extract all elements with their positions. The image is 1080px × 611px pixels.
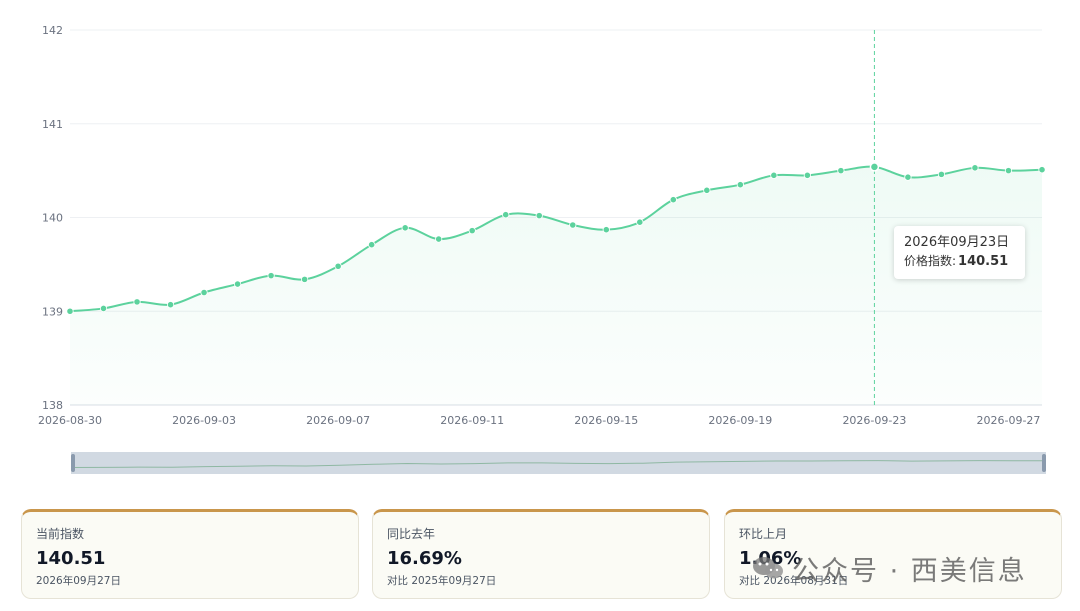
card-sub: 对比 2025年09月27日 bbox=[387, 575, 497, 587]
data-point bbox=[334, 262, 342, 270]
series-area bbox=[70, 166, 1042, 405]
data-point bbox=[66, 307, 74, 315]
watermark: 公众号 · 西美信息 bbox=[752, 548, 1052, 588]
price-index-chart: 138 139 140 141 142 2026-08-30 2026-09-03 2026… bbox=[38, 24, 1046, 427]
data-point bbox=[869, 162, 880, 172]
y-tick-label: 138 bbox=[42, 399, 63, 412]
data-point bbox=[233, 280, 242, 288]
data-point bbox=[703, 186, 711, 194]
data-point bbox=[200, 288, 208, 297]
data-point bbox=[166, 301, 175, 309]
slider-svg bbox=[70, 452, 1047, 474]
data-point bbox=[602, 226, 610, 234]
card-current-index: 当前指数 140.51 2026年09月27日 bbox=[21, 509, 359, 599]
x-tick-label: 2026-09-07 bbox=[306, 414, 370, 427]
tooltip-value: 140.51 bbox=[958, 254, 1009, 269]
wechat-icon bbox=[753, 557, 783, 579]
y-tick-label: 140 bbox=[42, 212, 63, 225]
data-point bbox=[99, 304, 108, 313]
data-zoom-slider[interactable] bbox=[70, 451, 1047, 475]
data-point bbox=[904, 173, 912, 181]
card-value: 16.69% bbox=[387, 548, 462, 569]
card-label: 同比去年 bbox=[387, 527, 436, 541]
data-point bbox=[669, 196, 677, 204]
data-point bbox=[569, 221, 577, 229]
data-point bbox=[736, 181, 744, 189]
slider-right-handle[interactable] bbox=[1042, 454, 1046, 472]
chart-tooltip: 2026年09月23日 价格指数: 140.51 bbox=[894, 226, 1025, 279]
data-point bbox=[301, 275, 309, 283]
data-point bbox=[1004, 167, 1013, 175]
data-point bbox=[1038, 166, 1046, 174]
card-label: 当前指数 bbox=[36, 527, 85, 541]
data-point bbox=[636, 218, 644, 226]
data-point bbox=[837, 167, 845, 175]
data-point bbox=[133, 298, 141, 306]
x-tick-label: 2026-09-19 bbox=[708, 414, 772, 427]
data-point bbox=[803, 171, 811, 179]
data-point bbox=[401, 224, 409, 232]
data-point bbox=[368, 241, 376, 249]
data-point bbox=[502, 211, 510, 219]
card-value: 140.51 bbox=[36, 548, 106, 569]
card-month-over-month: 环比上月 1.06% 对比 2026年08月31日 bbox=[724, 509, 1062, 599]
data-point bbox=[971, 164, 979, 172]
card-label: 环比上月 bbox=[739, 527, 788, 541]
data-point bbox=[770, 171, 778, 179]
x-tick-label: 2026-09-11 bbox=[440, 414, 504, 427]
data-point bbox=[468, 227, 476, 235]
data-point bbox=[435, 235, 443, 243]
card-sub: 2026年09月27日 bbox=[36, 575, 121, 587]
data-point bbox=[937, 170, 946, 178]
data-point bbox=[535, 212, 543, 220]
watermark-text: 公众号 · 西美信息 bbox=[792, 555, 1027, 587]
chart-svg: 138 139 140 141 142 2026-08-30 2026-09-03 2026… bbox=[38, 24, 1046, 427]
card-year-over-year: 同比去年 16.69% 对比 2025年09月27日 bbox=[372, 509, 710, 599]
y-tick-label: 142 bbox=[42, 24, 63, 37]
tooltip-row: 价格指数: 140.51 bbox=[904, 252, 1015, 271]
slider-left-handle[interactable] bbox=[71, 454, 75, 472]
x-tick-label: 2026-09-27 bbox=[977, 414, 1041, 427]
x-tick-label: 2026-09-03 bbox=[172, 414, 236, 427]
slider-preview-line bbox=[70, 460, 1047, 468]
x-tick-label: 2026-08-30 bbox=[38, 414, 102, 427]
data-point bbox=[267, 272, 275, 280]
x-tick-label: 2026-09-23 bbox=[842, 414, 906, 427]
x-tick-label: 2026-09-15 bbox=[574, 414, 638, 427]
y-tick-label: 141 bbox=[42, 118, 63, 131]
card-sub: 对比 2026年08月31日 bbox=[739, 575, 849, 587]
tooltip-date: 2026年09月23日 bbox=[904, 235, 1010, 250]
tooltip-label: 价格指数: bbox=[904, 254, 957, 268]
y-tick-label: 139 bbox=[42, 305, 63, 318]
